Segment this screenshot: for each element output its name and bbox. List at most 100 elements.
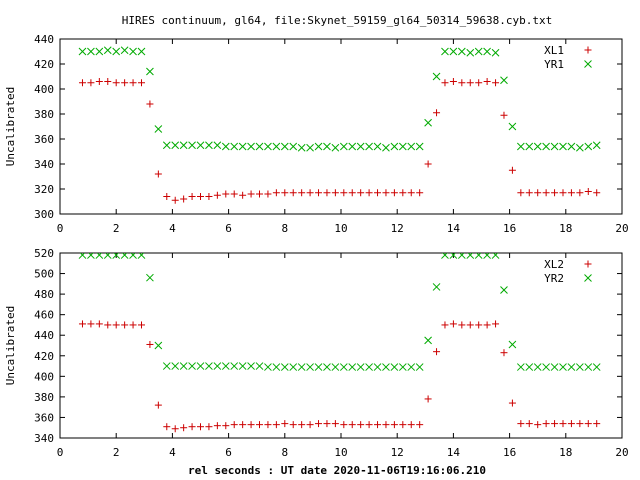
point-yr1	[516, 142, 525, 151]
x-tick-label: 4	[169, 222, 176, 235]
point-yr2	[432, 283, 441, 291]
point-yr1-b	[255, 142, 264, 151]
x-tick-label: 10	[334, 446, 347, 459]
point-yr2	[247, 362, 255, 370]
point-yr1-b	[508, 122, 517, 131]
point-xl1	[289, 189, 297, 197]
point-yr1	[323, 142, 331, 151]
point-yr2-b	[584, 363, 593, 371]
point-yr2	[348, 363, 357, 371]
point-yr1	[382, 143, 390, 152]
point-yr1	[289, 142, 298, 151]
point-yr2-b	[306, 363, 314, 371]
point-yr2	[179, 362, 188, 370]
point-xl2	[475, 321, 483, 329]
point-xl2	[399, 421, 407, 429]
point-xl2	[306, 421, 314, 429]
point-xl2	[331, 420, 339, 428]
data-points	[78, 46, 601, 204]
y-tick-label: 440	[34, 33, 54, 46]
point-yr1	[280, 142, 289, 151]
x-tick-label: 10	[334, 222, 347, 235]
point-yr1-b	[575, 143, 584, 152]
point-yr1-b	[95, 47, 104, 56]
point-yr1-b	[483, 47, 491, 56]
y-tick-label: 460	[34, 309, 54, 322]
point-xl1	[205, 193, 213, 200]
point-yr2-b	[280, 363, 289, 371]
point-yr2	[306, 363, 314, 371]
point-yr2-b	[533, 363, 542, 371]
point-yr1-b	[112, 47, 121, 56]
point-yr2-b	[188, 362, 196, 370]
point-xl2	[137, 321, 145, 329]
point-yr1-b	[432, 72, 441, 81]
legend-marker-xl1	[584, 46, 592, 54]
point-yr1-b	[306, 143, 314, 152]
point-yr2	[559, 363, 567, 371]
point-yr2	[289, 363, 298, 371]
point-yr1	[584, 142, 593, 151]
point-yr2	[103, 253, 112, 259]
point-xl1	[365, 189, 373, 197]
point-yr2-b	[449, 253, 457, 259]
point-yr1-b	[592, 141, 601, 150]
point-xl1	[483, 78, 491, 85]
point-yr2	[272, 363, 281, 371]
point-yr1	[567, 142, 576, 151]
point-xl2	[95, 320, 103, 328]
x-tick-label: 18	[559, 446, 572, 459]
point-xl1	[146, 100, 154, 108]
point-yr2-b	[221, 362, 230, 370]
point-yr2-b	[491, 253, 499, 259]
point-xl2	[433, 348, 441, 356]
point-yr1	[188, 141, 196, 150]
point-yr1-b	[466, 48, 475, 57]
point-yr1	[162, 141, 171, 150]
point-yr1	[398, 142, 407, 151]
point-xl2	[365, 421, 373, 429]
x-tick-label: 8	[281, 222, 288, 235]
point-xl1	[399, 189, 407, 197]
point-xl1	[357, 189, 365, 197]
point-xl1	[272, 189, 280, 197]
point-yr1	[179, 141, 188, 150]
point-yr2-b	[500, 286, 508, 294]
data-points	[78, 253, 601, 433]
point-yr2-b	[331, 363, 340, 371]
point-xl2	[129, 321, 137, 329]
point-yr2-b	[373, 363, 382, 371]
x-tick-label: 0	[57, 446, 64, 459]
y-tick-label: 400	[34, 83, 54, 96]
point-xl1	[78, 79, 86, 87]
point-xl1	[197, 193, 204, 200]
point-xl1	[87, 79, 95, 87]
point-yr1-b	[137, 47, 146, 56]
point-xl2	[205, 423, 213, 431]
point-xl1	[382, 189, 390, 197]
point-yr1-b	[457, 47, 466, 56]
point-xl1	[576, 189, 584, 197]
point-yr2	[137, 253, 146, 259]
point-yr1	[407, 142, 416, 151]
point-xl1	[104, 78, 112, 85]
point-yr2	[162, 362, 171, 370]
point-xl2	[458, 321, 466, 329]
point-yr1	[112, 47, 121, 56]
point-yr2	[533, 363, 542, 371]
point-yr1-b	[129, 47, 137, 56]
x-tick-label: 6	[225, 446, 232, 459]
point-yr1	[339, 142, 348, 151]
point-yr2	[365, 363, 373, 371]
point-yr1	[297, 143, 306, 152]
point-yr1-b	[559, 142, 567, 151]
point-yr2-b	[238, 362, 247, 370]
point-xl2	[567, 420, 575, 428]
point-yr1	[154, 125, 163, 133]
point-yr1	[171, 141, 180, 150]
point-yr2	[112, 253, 121, 259]
point-yr1	[500, 76, 508, 85]
point-yr2	[390, 363, 399, 371]
x-tick-label: 2	[113, 446, 120, 459]
y-tick-label: 380	[34, 108, 54, 121]
